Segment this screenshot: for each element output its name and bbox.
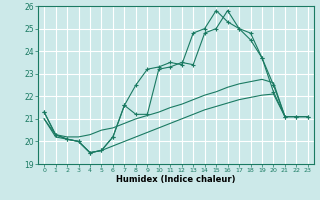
- X-axis label: Humidex (Indice chaleur): Humidex (Indice chaleur): [116, 175, 236, 184]
